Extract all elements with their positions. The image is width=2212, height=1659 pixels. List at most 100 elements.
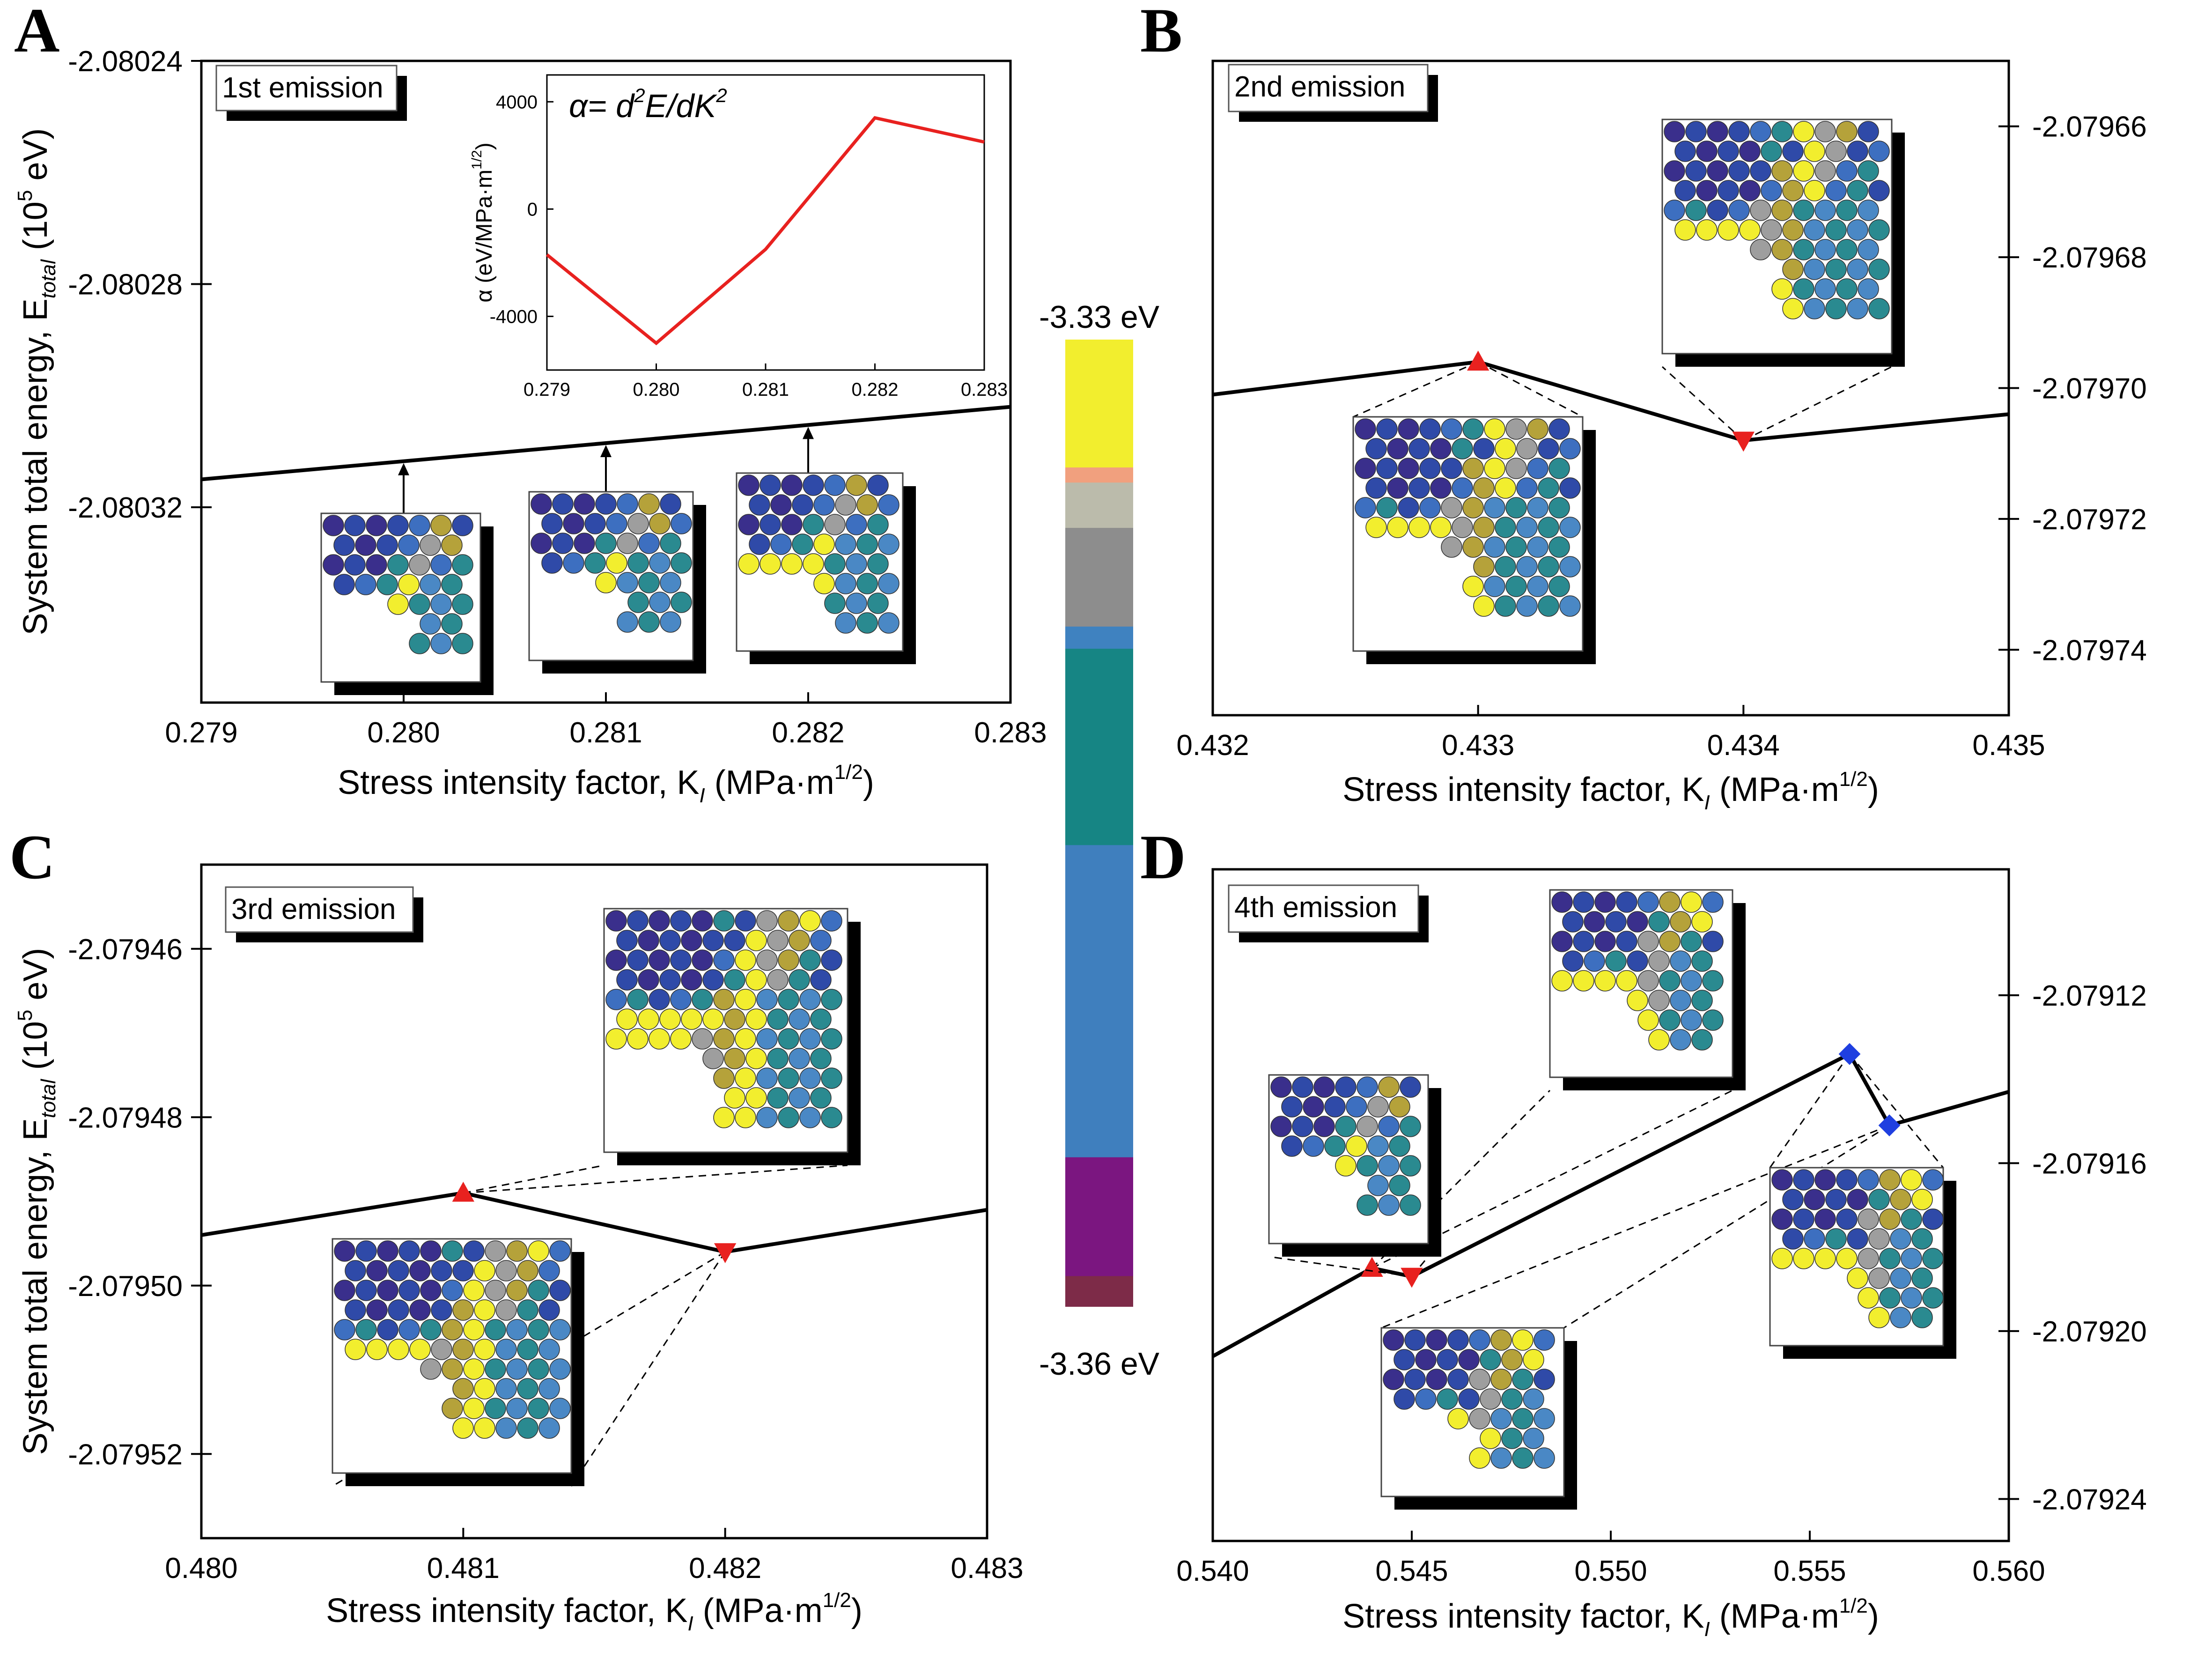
atom — [605, 989, 627, 1010]
atom — [1387, 517, 1408, 538]
atom — [1847, 1267, 1868, 1289]
atom — [617, 572, 638, 593]
atom — [388, 1260, 409, 1281]
atom — [1825, 259, 1847, 280]
atom — [1538, 595, 1559, 617]
x-axis-label: Stress intensity factor, KI (MPa·m1/2) — [338, 761, 874, 807]
y-tick-label: -2.07920 — [2032, 1316, 2147, 1348]
atom — [1505, 576, 1527, 597]
atom — [1804, 141, 1825, 162]
atom — [1548, 458, 1570, 479]
atom — [1728, 160, 1750, 182]
atom — [1804, 1228, 1825, 1250]
atom — [1367, 1175, 1389, 1196]
x-tick-label: 0.433 — [1442, 729, 1514, 762]
atom — [452, 1299, 474, 1321]
atom — [430, 515, 452, 536]
atom — [1922, 1287, 1944, 1309]
arrow-head — [600, 445, 612, 458]
atom — [627, 592, 649, 613]
atom — [1512, 1447, 1534, 1469]
panel-d: D 4th emission 0.540 0.545 0.550 0.555 0.560 -2… — [1140, 822, 2147, 1641]
atom — [1879, 1169, 1901, 1191]
atom — [756, 1028, 778, 1050]
atom — [824, 553, 846, 575]
panel-letter: C — [9, 822, 55, 892]
atom — [485, 1280, 506, 1301]
y-tick-label: -2.07948 — [68, 1102, 183, 1134]
atom — [1868, 1267, 1890, 1289]
atom — [1648, 1029, 1670, 1051]
atom — [1836, 1208, 1858, 1230]
legend-label: 4th emission — [1234, 891, 1397, 924]
atom — [1728, 121, 1750, 142]
atom — [387, 554, 409, 576]
data-marker — [1878, 1114, 1901, 1137]
atom — [670, 949, 692, 971]
arrow-head — [398, 463, 409, 475]
atom — [1281, 1096, 1303, 1118]
atom — [1512, 1408, 1534, 1429]
atom — [789, 1087, 810, 1109]
atom — [1551, 970, 1573, 992]
atom — [1911, 1307, 1933, 1328]
atom — [1648, 990, 1670, 1011]
atom — [1718, 219, 1739, 241]
atom — [1495, 438, 1516, 459]
atom — [409, 1260, 431, 1281]
x-tick-label: 0.481 — [427, 1552, 500, 1585]
atom — [398, 534, 420, 556]
atom — [1782, 1189, 1804, 1210]
atom — [1836, 239, 1858, 260]
atom — [452, 593, 473, 615]
atom — [824, 514, 846, 535]
atom — [1559, 556, 1581, 578]
atom — [1357, 1194, 1378, 1216]
atom — [506, 1240, 528, 1262]
atom — [1573, 931, 1594, 952]
atom — [506, 1319, 528, 1341]
atom — [1559, 517, 1581, 538]
y-tick-label: -2.07970 — [2032, 373, 2147, 405]
atom — [756, 1067, 778, 1089]
atom — [749, 533, 770, 555]
atom — [1378, 1076, 1400, 1098]
atom — [627, 989, 649, 1010]
atom — [420, 534, 441, 556]
y-tick-label: -2.07916 — [2032, 1148, 2147, 1180]
atom — [1911, 1189, 1933, 1210]
atom — [1562, 950, 1584, 972]
atom — [1458, 1388, 1480, 1410]
atom — [638, 533, 660, 554]
atom — [485, 1240, 506, 1262]
leader-line — [1268, 1256, 1412, 1277]
atom — [549, 1398, 571, 1419]
atom — [1664, 200, 1685, 221]
atom — [441, 574, 463, 595]
atom — [1685, 121, 1707, 142]
atom — [1505, 418, 1527, 440]
atom — [1430, 477, 1452, 499]
x-tick-label: 0.283 — [974, 717, 1047, 749]
inset-series-line — [546, 116, 985, 346]
atom — [387, 515, 409, 536]
panel-a: A 1st emission 0.279 0.280 0.281 0.282 0.283 -2… — [14, 0, 1047, 807]
atom — [1415, 1349, 1437, 1370]
x-label-main: Stress intensity factor, K — [1342, 1598, 1704, 1635]
atom — [1512, 1369, 1534, 1390]
y-label-main: System total energy, E — [17, 298, 54, 635]
atom — [538, 1378, 560, 1400]
atom — [745, 1008, 767, 1030]
atom — [789, 1048, 810, 1069]
atom — [713, 910, 735, 932]
atom — [1548, 536, 1570, 558]
atom — [1681, 970, 1702, 992]
atom — [1400, 1155, 1421, 1177]
panel-c: C 3rd emission 0.480 0.481 0.482 0.483 -2.0794… — [9, 822, 1024, 1635]
atom — [1573, 891, 1594, 913]
atom — [770, 494, 792, 516]
atom — [1584, 911, 1605, 933]
atom — [1814, 1169, 1836, 1191]
atom — [1868, 1228, 1890, 1250]
atom — [595, 533, 617, 554]
